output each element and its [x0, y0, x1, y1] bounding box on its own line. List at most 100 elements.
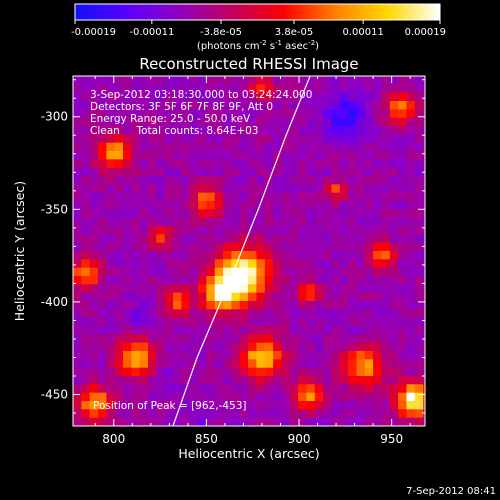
heatmap-cell [348, 317, 358, 327]
heatmap-cell [114, 234, 124, 244]
heatmap-cell [389, 151, 399, 160]
heatmap-cell [73, 92, 82, 102]
heatmap-cell [423, 367, 425, 377]
heatmap-cell [348, 84, 358, 94]
heatmap-cell [148, 109, 157, 119]
heatmap-cell [231, 401, 241, 410]
heatmap-cell [139, 276, 149, 285]
heatmap-cell [389, 217, 399, 227]
heatmap-cell [414, 392, 424, 402]
heatmap-cell [173, 184, 182, 194]
heatmap-cell [156, 334, 166, 344]
heatmap-cell [356, 126, 366, 135]
heatmap-cell [273, 201, 283, 210]
heatmap-cell [89, 84, 99, 94]
heatmap-cell [189, 392, 199, 402]
heatmap-cell [339, 259, 349, 269]
heatmap-cell [181, 359, 191, 369]
heatmap-cell [364, 384, 374, 394]
heatmap-cell [381, 109, 391, 119]
heatmap-cell [214, 242, 224, 252]
heatmap-cell [298, 326, 308, 335]
heatmap-cell [281, 92, 291, 102]
heatmap-cell [381, 234, 391, 244]
heatmap-cell [406, 192, 416, 202]
heatmap-cell [181, 226, 191, 235]
heatmap-cell [89, 109, 99, 119]
heatmap-cell [106, 209, 116, 219]
heatmap-cell [239, 84, 249, 94]
heatmap-cell [189, 226, 199, 235]
heatmap-cell [406, 284, 416, 294]
heatmap-cell [356, 334, 366, 344]
heatmap-cell [398, 351, 408, 360]
heatmap-cell [356, 117, 366, 127]
heatmap-cell [423, 184, 425, 194]
heatmap-cell [173, 217, 182, 227]
heatmap-cell [148, 201, 157, 210]
heatmap-cell [131, 117, 141, 127]
heatmap-cell [198, 359, 207, 369]
heatmap-cell [281, 209, 291, 219]
heatmap-cell [398, 392, 408, 402]
heatmap-cell [314, 184, 324, 194]
heatmap-cell [189, 276, 199, 285]
heatmap-cell [156, 292, 166, 302]
annotation-energy-range: Energy Range: 25.0 - 50.0 keV [90, 113, 251, 125]
heatmap-cell [423, 284, 425, 294]
heatmap-cell [231, 134, 241, 144]
heatmap-cell [414, 267, 424, 277]
heatmap-cell [331, 426, 340, 435]
heatmap-cell [414, 317, 424, 327]
heatmap-cell [148, 284, 157, 294]
heatmap-cell [339, 251, 349, 260]
heatmap-cell [331, 234, 341, 244]
heatmap-cell [373, 351, 383, 360]
heatmap-cell [248, 267, 258, 277]
heatmap-cell [198, 292, 207, 302]
heatmap-cell [398, 192, 408, 202]
heatmap-cell [89, 134, 99, 144]
heatmap-cell [89, 359, 99, 369]
heatmap-cell [414, 292, 424, 302]
heatmap-cell [339, 351, 349, 360]
heatmap-cell [323, 376, 333, 385]
heatmap-cell [173, 117, 182, 127]
heatmap-cell [281, 309, 291, 319]
heatmap-cell [73, 326, 82, 335]
heatmap-cell [323, 267, 333, 277]
heatmap-cell [331, 267, 341, 277]
heatmap-cell [339, 376, 349, 385]
heatmap-cell [148, 167, 157, 177]
heatmap-cell [98, 334, 107, 344]
heatmap-cell [106, 101, 116, 110]
heatmap-cell [131, 267, 141, 277]
heatmap-cell [373, 234, 383, 244]
heatmap-cell [423, 226, 425, 235]
y-tick-label: -450 [41, 388, 68, 402]
heatmap-cell [281, 167, 291, 177]
heatmap-cell [298, 417, 308, 426]
heatmap-cell [248, 426, 257, 435]
heatmap-cell [131, 76, 141, 85]
heatmap-cell [314, 334, 324, 344]
heatmap-cell [264, 376, 274, 385]
heatmap-cell [231, 242, 241, 252]
heatmap-cell [423, 201, 425, 210]
heatmap-cell [381, 126, 391, 135]
heatmap-cell [114, 292, 124, 302]
heatmap-cell [306, 317, 316, 327]
heatmap-cell [381, 217, 391, 227]
heatmap-cell [206, 184, 216, 194]
heatmap-cell [398, 134, 408, 144]
heatmap-cell [289, 134, 299, 144]
heatmap-cell [273, 376, 283, 385]
heatmap-cell [206, 209, 216, 219]
heatmap-cell [298, 251, 308, 260]
heatmap-cell [414, 367, 424, 377]
heatmap-cell [81, 151, 91, 160]
heatmap-cell [148, 267, 157, 277]
heatmap-cell [406, 167, 416, 177]
heatmap-cell [139, 209, 149, 219]
heatmap-cell [248, 242, 258, 252]
